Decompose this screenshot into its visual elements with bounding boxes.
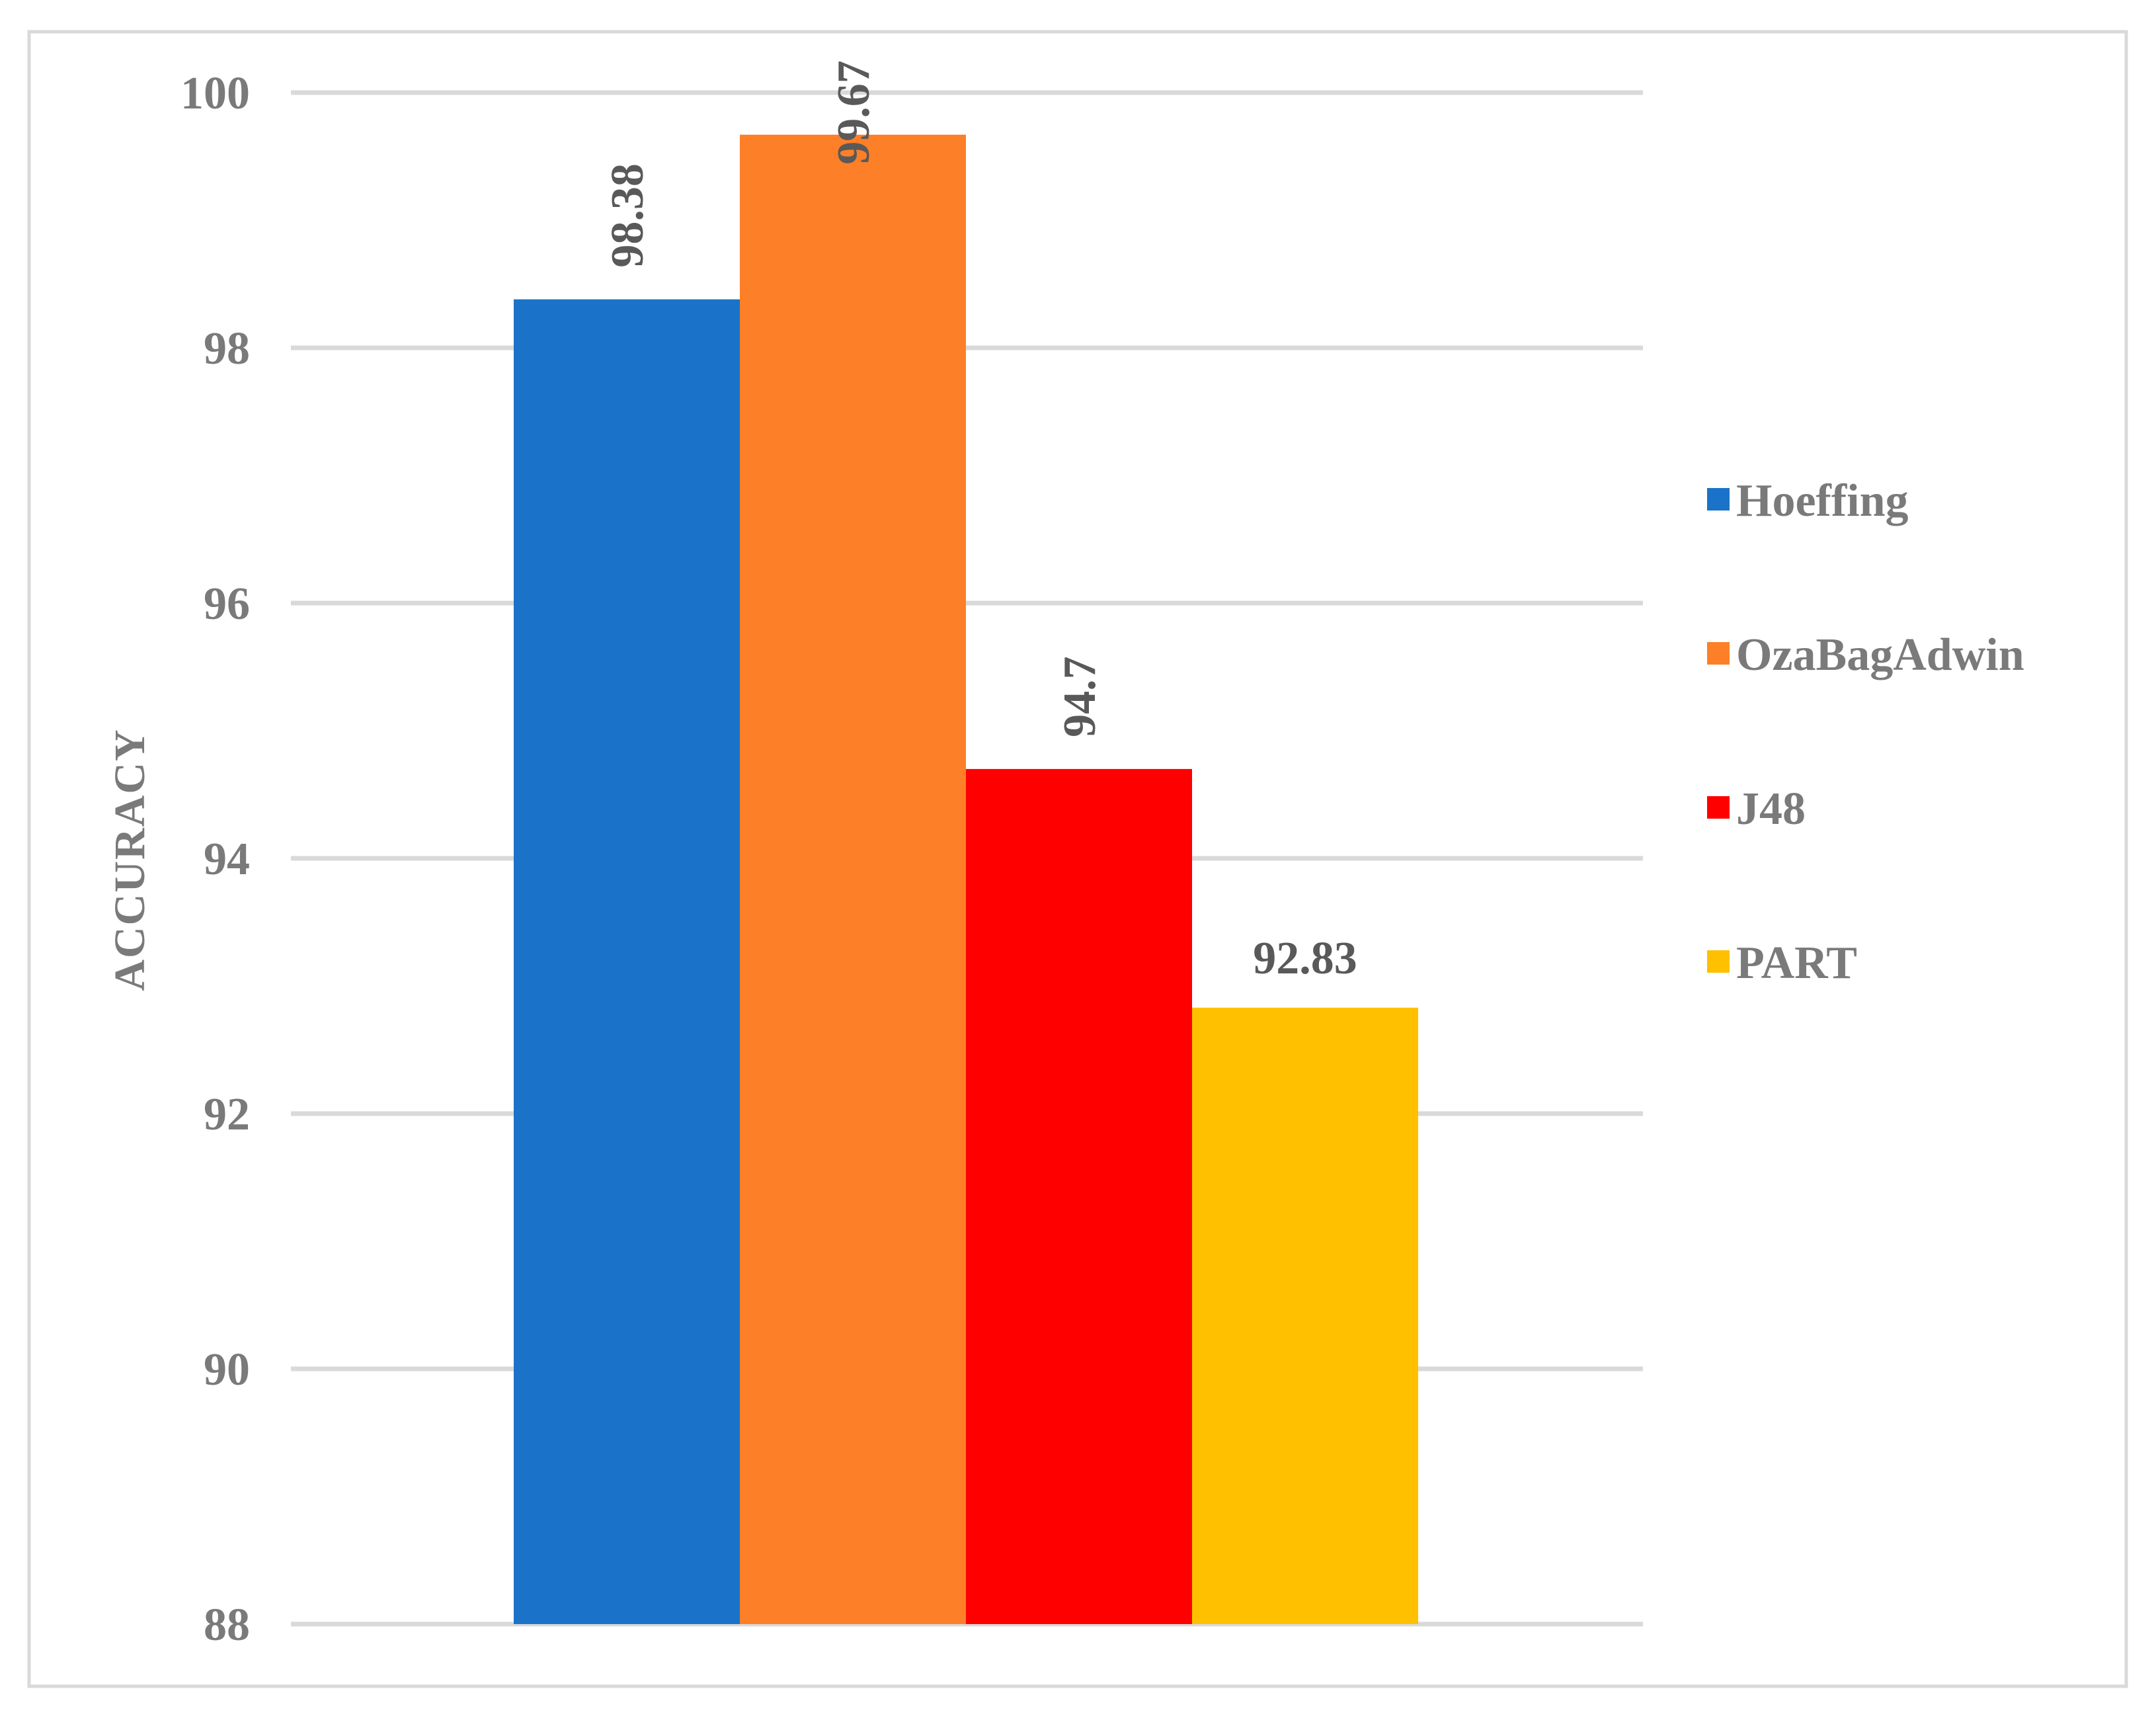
legend-swatch	[1707, 642, 1730, 665]
y-tick-label: 100	[180, 68, 250, 119]
bar-part	[1192, 1007, 1418, 1624]
data-labels: 98.38 99.67 94.7 92.83	[602, 60, 1357, 984]
legend-swatch	[1707, 796, 1730, 819]
bar-hoeffing	[514, 299, 740, 1624]
y-tick-label: 94	[204, 834, 250, 885]
y-tick-label: 88	[204, 1600, 250, 1651]
legend-label: Hoeffing	[1736, 475, 1909, 526]
bar-j48	[966, 768, 1192, 1624]
legend: Hoeffing OzaBagAdwin J48 PART	[1707, 475, 2024, 989]
data-label: 98.38	[602, 163, 653, 268]
legend-label: OzaBagAdwin	[1736, 630, 2024, 680]
y-tick-label: 92	[204, 1089, 250, 1140]
y-tick-label: 96	[204, 579, 250, 630]
legend-swatch	[1707, 488, 1730, 511]
bars	[514, 134, 1418, 1625]
y-tick-label: 98	[204, 323, 250, 374]
legend-label: PART	[1736, 938, 1857, 989]
legend-swatch	[1707, 950, 1730, 973]
y-tick-label: 90	[204, 1344, 250, 1395]
y-axis-ticks: 88 90 92 94 96 98 100	[180, 68, 250, 1651]
legend-label: J48	[1736, 784, 1806, 835]
y-axis-title: ACCURACY	[106, 728, 154, 991]
bar-ozabagadwin	[740, 134, 966, 1625]
data-label: 99.67	[828, 60, 879, 165]
data-label: 94.7	[1055, 656, 1105, 737]
data-label: 92.83	[1253, 933, 1357, 984]
